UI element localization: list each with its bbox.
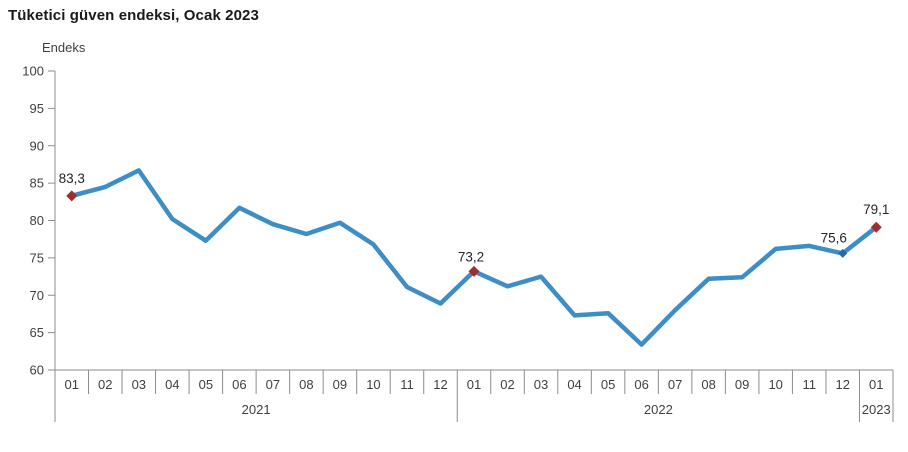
data-label: 75,6 bbox=[821, 230, 847, 245]
y-tick-label: 80 bbox=[30, 213, 44, 228]
y-tick-label: 65 bbox=[30, 325, 44, 340]
month-label: 08 bbox=[701, 377, 715, 392]
y-tick-label: 100 bbox=[22, 64, 44, 79]
year-label: 2021 bbox=[242, 402, 271, 417]
y-tick-label: 75 bbox=[30, 250, 44, 265]
month-label: 01 bbox=[467, 377, 481, 392]
month-label: 03 bbox=[132, 377, 146, 392]
red-diamond-marker bbox=[870, 221, 882, 233]
month-label: 05 bbox=[601, 377, 615, 392]
month-label: 06 bbox=[232, 377, 246, 392]
y-tick-label: 95 bbox=[30, 101, 44, 116]
month-label: 12 bbox=[835, 377, 849, 392]
chart-title: Tüketici güven endeksi, Ocak 2023 bbox=[8, 7, 259, 24]
y-tick-label: 60 bbox=[30, 363, 44, 378]
month-label: 09 bbox=[333, 377, 347, 392]
y-tick-label: 70 bbox=[30, 288, 44, 303]
red-diamond-marker bbox=[66, 190, 78, 202]
year-label: 2023 bbox=[862, 402, 891, 417]
data-label: 83,3 bbox=[59, 171, 85, 186]
month-label: 07 bbox=[668, 377, 682, 392]
blue-diamond-marker bbox=[838, 248, 848, 258]
red-diamond-marker bbox=[468, 265, 480, 277]
year-label: 2022 bbox=[644, 402, 673, 417]
month-label: 03 bbox=[534, 377, 548, 392]
month-label: 10 bbox=[366, 377, 380, 392]
y-axis-title: Endeks bbox=[42, 40, 86, 55]
month-label: 01 bbox=[869, 377, 883, 392]
y-tick-label: 90 bbox=[30, 138, 44, 153]
month-label: 04 bbox=[567, 377, 581, 392]
month-label: 11 bbox=[802, 377, 816, 392]
month-label: 05 bbox=[199, 377, 213, 392]
month-label: 04 bbox=[165, 377, 179, 392]
month-label: 01 bbox=[65, 377, 79, 392]
month-label: 09 bbox=[735, 377, 749, 392]
month-label: 11 bbox=[400, 377, 414, 392]
y-tick-label: 85 bbox=[30, 176, 44, 191]
month-label: 02 bbox=[500, 377, 514, 392]
data-label: 73,2 bbox=[458, 249, 484, 264]
month-label: 08 bbox=[299, 377, 313, 392]
month-label: 07 bbox=[266, 377, 280, 392]
month-label: 06 bbox=[634, 377, 648, 392]
month-label: 02 bbox=[98, 377, 112, 392]
month-label: 12 bbox=[433, 377, 447, 392]
month-label: 10 bbox=[768, 377, 782, 392]
data-label: 79,1 bbox=[863, 202, 889, 217]
